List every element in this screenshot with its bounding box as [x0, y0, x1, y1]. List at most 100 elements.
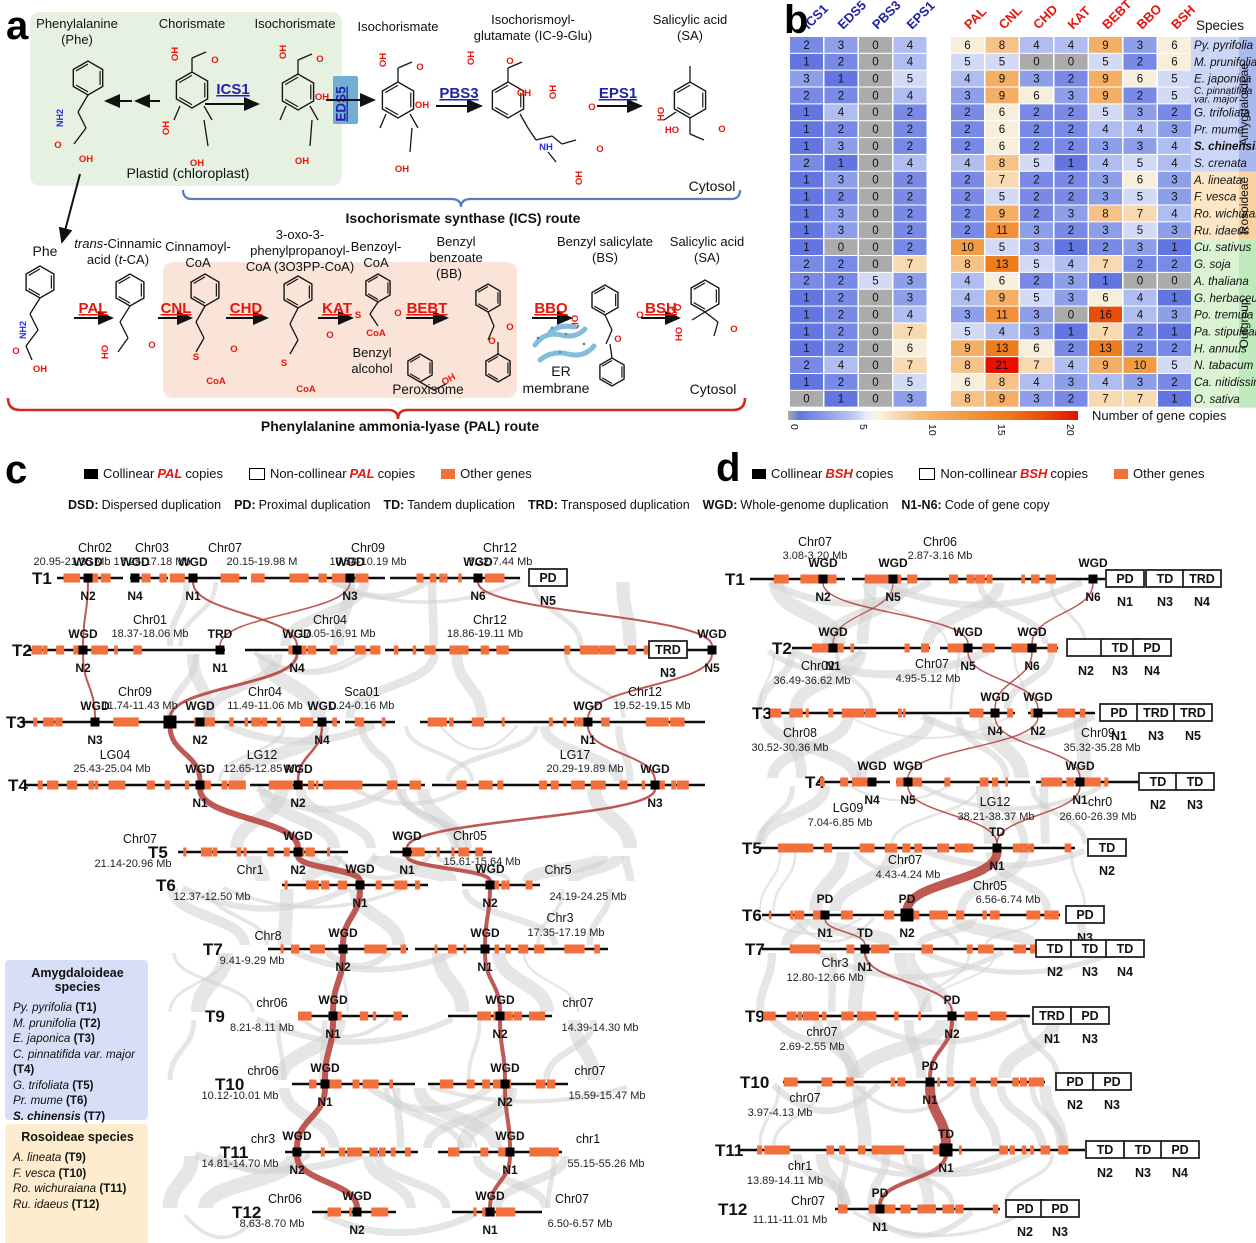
gene-block — [786, 1011, 797, 1021]
heatmap-cell — [1158, 138, 1191, 154]
gene-block — [907, 574, 916, 584]
bond-line — [25, 345, 33, 361]
species-name: G. trifoliata — [13, 1078, 73, 1092]
heatmap-cell-value: 4 — [907, 158, 914, 170]
gene-block — [234, 573, 240, 583]
chromosome-name: Chr06 — [268, 1192, 302, 1206]
synteny-ribbon — [466, 1019, 482, 1081]
track-code: (T6) — [66, 1094, 88, 1107]
chromosome-range: 25.43-25.04 Mb — [73, 763, 150, 775]
gene-copy-code: N3 — [1052, 1225, 1068, 1239]
heatmap-cell-value: 2 — [1068, 225, 1074, 237]
collinear-copy-marker — [820, 910, 830, 920]
heatmap-cell — [1158, 239, 1191, 255]
gene-column-header: PBS3 — [869, 0, 904, 32]
bond-line — [487, 325, 495, 341]
chromosome-range: 18.86-19.11 Mb — [447, 628, 523, 640]
synteny-ribbon — [955, 716, 1010, 779]
duplication-type-label: WGD — [185, 699, 215, 713]
heatmap-cell — [1020, 222, 1053, 239]
synteny-ribbon — [852, 1085, 872, 1147]
bond-line — [663, 111, 677, 121]
heatmap-cell — [1054, 256, 1088, 272]
gene-block — [200, 847, 206, 857]
atom-label: OH — [33, 364, 47, 375]
bond-line — [195, 321, 205, 339]
heatmap-cell — [824, 222, 858, 239]
gene-block — [1012, 1077, 1019, 1087]
track-row-label: T9 — [205, 1007, 225, 1026]
gene-block — [480, 1147, 489, 1157]
heatmap-cell-value: 9 — [999, 90, 1005, 102]
gene-block — [819, 777, 825, 787]
gene-block — [828, 708, 834, 718]
heatmap-cell-value: 3 — [838, 141, 844, 153]
gene-block — [164, 780, 171, 790]
heatmap-cell — [859, 222, 892, 239]
species-label: G. soja — [1194, 258, 1231, 271]
species-label: S. crenata — [1194, 157, 1247, 170]
gene-block — [66, 780, 78, 790]
synteny-ribbon — [416, 788, 468, 849]
collinear-copy-marker — [355, 880, 365, 890]
gene-copy-code: N1 — [399, 863, 415, 877]
heatmap-cell — [824, 205, 858, 222]
heatmap-cell-value: 2 — [838, 276, 844, 288]
track-row-label: T5 — [148, 843, 168, 862]
duplication-type-label: TD — [938, 1127, 954, 1141]
heatmap-cell — [1020, 53, 1053, 70]
gene-copy-code: N4 — [1144, 664, 1160, 678]
track-code: (T4) — [13, 1063, 35, 1076]
duplication-type-label: WGD — [485, 993, 515, 1007]
species-legend-item: Ru. idaeus (T12) — [13, 1197, 142, 1213]
gene-block — [971, 708, 984, 718]
gene-copy-code: N2 — [899, 926, 915, 940]
abbreviation-desc: Code of gene copy — [944, 498, 1050, 512]
heatmap-cell-value: 4 — [907, 90, 914, 102]
heatmap-cell — [824, 171, 858, 188]
collinear-copy-marker — [1027, 643, 1037, 653]
synteny-ribbon — [856, 582, 877, 645]
ortholog-ribbon — [296, 725, 324, 782]
gene-block — [970, 574, 975, 584]
gene-block — [890, 1145, 905, 1155]
heatmap-cell — [1123, 306, 1157, 323]
heatmap-cell-value: 9 — [1102, 74, 1108, 86]
heatmap-cell-value: 1 — [803, 242, 809, 254]
heatmap-cell-value: 6 — [1033, 343, 1039, 355]
species-label: C. pinnatifida var. major — [1194, 86, 1253, 106]
heatmap-cell — [1158, 272, 1191, 289]
synteny-ribbon — [345, 653, 439, 719]
track-code: (T7) — [83, 1109, 106, 1123]
heatmap-cell — [1123, 289, 1157, 306]
duplication-type-label: PD — [1076, 908, 1093, 922]
collinear-copy-marker — [1075, 777, 1085, 787]
heatmap-cell-value: 2 — [803, 40, 809, 52]
collinear-swatch — [84, 468, 98, 479]
synteny-ribbon — [945, 1019, 958, 1079]
gene-block — [502, 645, 509, 655]
synteny-ribbon — [472, 1155, 550, 1209]
heatmap-cell-value: 1 — [803, 326, 809, 338]
heatmap-cell-value: 2 — [1068, 74, 1074, 86]
heatmap-cell-value: 4 — [1033, 377, 1040, 389]
heatmap-cell — [1089, 171, 1122, 188]
gene-copy-code: N5 — [1185, 729, 1201, 743]
double-bond — [28, 288, 41, 296]
gene-block — [228, 780, 246, 790]
pbs3-label: PBS3 — [439, 85, 478, 102]
collinear-copy-marker — [292, 645, 302, 655]
atom-label: NH2 — [55, 109, 65, 127]
heatmap-cell — [824, 239, 858, 255]
gene-block — [944, 777, 951, 787]
synteny-ribbon — [758, 851, 782, 912]
gene-block — [379, 1147, 386, 1157]
gene-block — [354, 1147, 363, 1157]
heatmap-cell-value: 2 — [907, 242, 913, 254]
heatmap-cell — [790, 340, 823, 357]
species-legend-title: Amygdaloideae species — [31, 966, 124, 994]
gene-block — [757, 1145, 763, 1155]
legend-text: copies — [377, 466, 416, 481]
heatmap-cell-value: 2 — [838, 57, 844, 69]
gene-block — [802, 1011, 819, 1021]
